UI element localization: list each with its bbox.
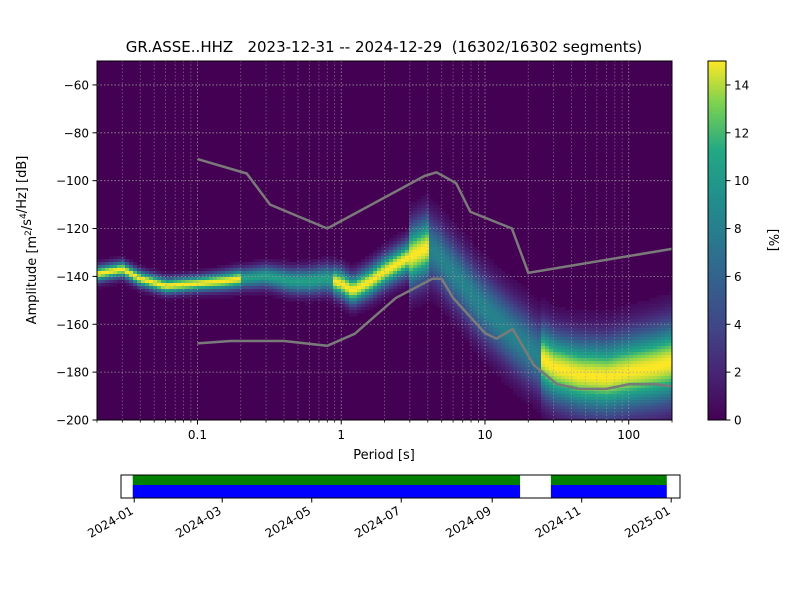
coverage-tick-label: 2024-09 — [443, 503, 493, 540]
x-tick-label: 100 — [617, 428, 640, 442]
y-tick-label: −60 — [64, 78, 89, 92]
plot-grid — [96, 61, 673, 421]
coverage-tick-label: 2024-05 — [263, 503, 313, 540]
x-axis-ticks: 0.1 1 10 100 — [96, 420, 673, 442]
y-axis-ticks: −60 −80 −100 −120 −140 −160 −180 −200 — [56, 78, 97, 428]
x-tick-label: 10 — [477, 428, 492, 442]
coverage-frame — [120, 474, 681, 499]
coverage-tick-label: 2024-01 — [85, 503, 135, 540]
coverage-date-ticks: 2024-01 2024-03 2024-05 2024-07 2024-09 2024-… — [85, 498, 673, 541]
noise-model-lines — [197, 157, 672, 391]
coverage-block-top — [132, 475, 521, 485]
low-noise-model-line — [197, 277, 672, 391]
colorbar-tick-label: 12 — [734, 126, 749, 140]
colorbar-tick-label: 2 — [734, 366, 742, 380]
colorbar-tick-label: 14 — [734, 78, 749, 92]
x-axis-label: Period [s] — [353, 448, 415, 463]
y-tick-label: −180 — [56, 366, 89, 380]
coverage-block-top — [550, 475, 667, 485]
y-tick-label: −200 — [56, 414, 89, 428]
coverage-block-bottom — [132, 485, 521, 498]
coverage-tick-label: 2025-01 — [622, 503, 672, 540]
x-tick-label: 0.1 — [188, 428, 207, 442]
colorbar-label: [%] — [765, 229, 780, 252]
psd-density-heatmap — [97, 193, 672, 420]
colorbar — [707, 60, 727, 421]
coverage-blocks — [132, 475, 667, 498]
y-tick-label: −100 — [56, 174, 89, 188]
y-tick-label: −140 — [56, 270, 89, 284]
colorbar-tick-label: 0 — [734, 414, 742, 428]
colorbar-tick-label: 10 — [734, 174, 749, 188]
chart-title: GR.ASSE..HHZ 2023-12-31 -- 2024-12-29 (1… — [126, 38, 643, 56]
high-noise-model-line — [197, 157, 672, 275]
y-tick-label: −160 — [56, 318, 89, 332]
colorbar-ticks: 0 2 4 6 8 10 12 14 — [726, 78, 749, 428]
colorbar-tick-label: 6 — [734, 270, 742, 284]
x-tick-label: 1 — [337, 428, 345, 442]
colorbar-tick-label: 4 — [734, 318, 742, 332]
coverage-tick-label: 2024-07 — [352, 503, 402, 540]
coverage-tick-label: 2024-03 — [173, 503, 223, 540]
colorbar-tick-label: 8 — [734, 222, 742, 236]
coverage-tick-label: 2024-11 — [533, 503, 583, 540]
coverage-block-bottom — [550, 485, 667, 498]
y-axis-label: Amplitude [m2/s4/Hz] [dB] — [15, 156, 40, 325]
y-tick-label: −120 — [56, 222, 89, 236]
y-tick-label: −80 — [64, 126, 89, 140]
